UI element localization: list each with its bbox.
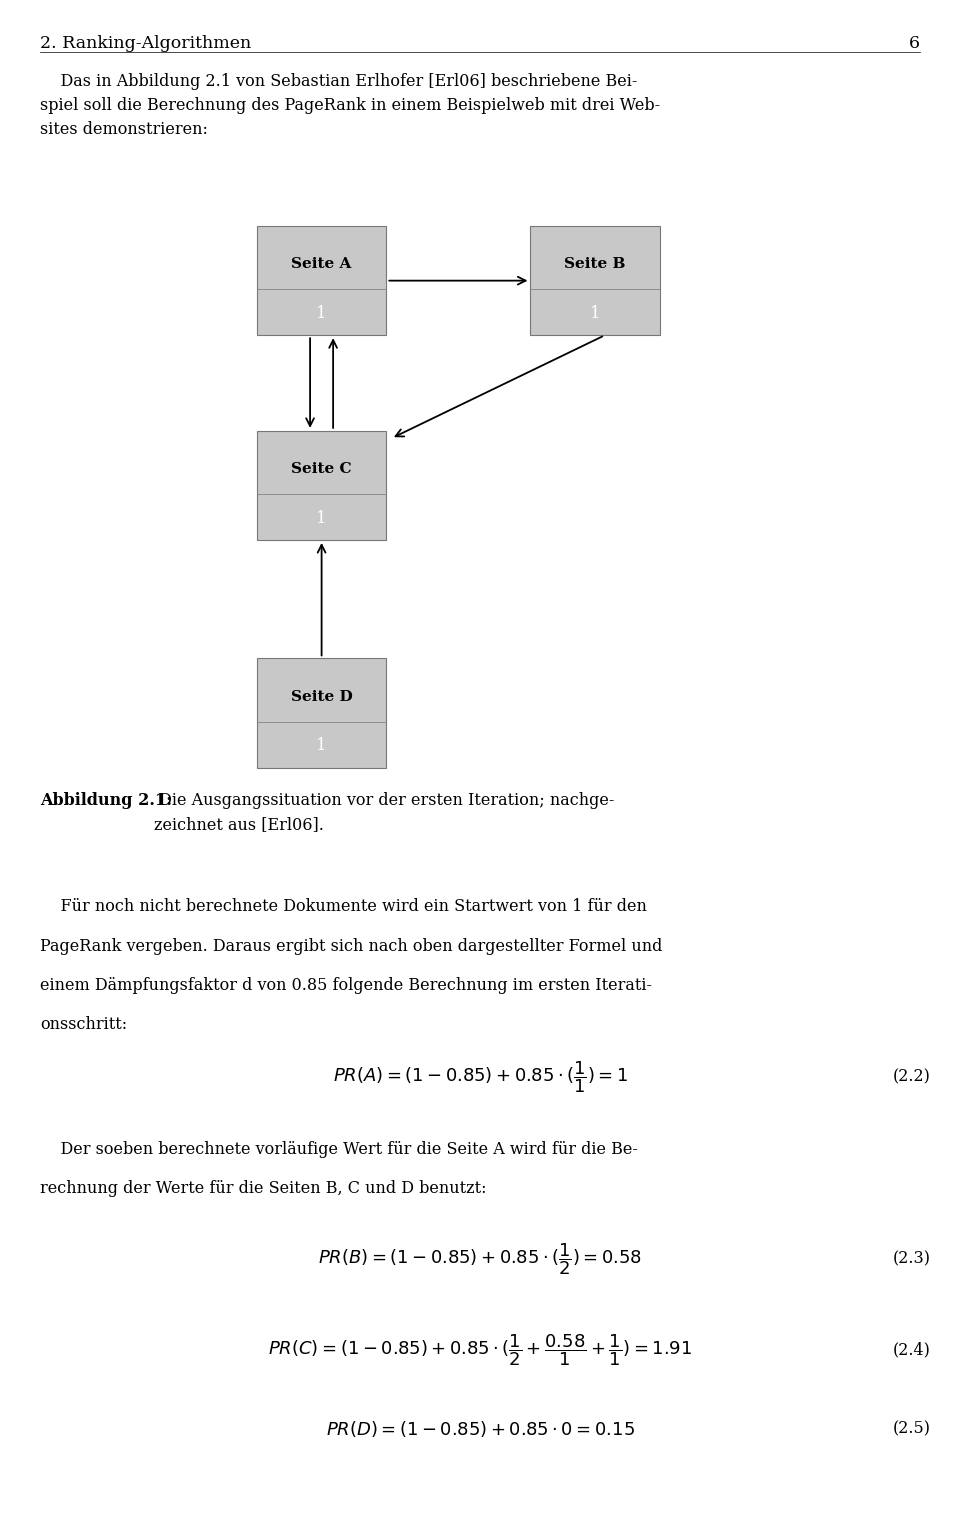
Text: Seite D: Seite D [291,690,352,704]
Text: (2.2): (2.2) [893,1068,930,1086]
Text: onsschritt:: onsschritt: [40,1016,128,1033]
Text: einem Dämpfungsfaktor d von 0.85 folgende Berechnung im ersten Iterati-: einem Dämpfungsfaktor d von 0.85 folgend… [40,977,653,994]
Text: PageRank vergeben. Daraus ergibt sich nach oben dargestellter Formel und: PageRank vergeben. Daraus ergibt sich na… [40,938,662,954]
Text: $PR(D) = (1 - 0.85) + 0.85 \cdot 0 = 0.15$: $PR(D) = (1 - 0.85) + 0.85 \cdot 0 = 0.1… [325,1418,635,1440]
Text: Seite A: Seite A [292,258,351,272]
Text: 1: 1 [316,305,327,322]
Text: (2.4): (2.4) [893,1341,930,1359]
Text: Der soeben berechnete vorläufige Wert für die Seite A wird für die Be-: Der soeben berechnete vorläufige Wert fü… [40,1141,638,1157]
FancyBboxPatch shape [257,226,386,335]
Text: 2. Ranking-Algorithmen: 2. Ranking-Algorithmen [40,35,252,52]
Text: $PR(A) = (1 - 0.85) + 0.85 \cdot (\dfrac{1}{1}) = 1$: $PR(A) = (1 - 0.85) + 0.85 \cdot (\dfrac… [332,1059,628,1095]
FancyBboxPatch shape [530,226,660,335]
Text: Das in Abbildung 2.1 von Sebastian Erlhofer [Erl06] beschriebene Bei-
spiel soll: Das in Abbildung 2.1 von Sebastian Erlho… [40,73,660,138]
FancyBboxPatch shape [257,658,386,768]
Text: Seite B: Seite B [564,258,626,272]
Text: Die Ausgangssituation vor der ersten Iteration; nachge-
zeichnet aus [Erl06].: Die Ausgangssituation vor der ersten Ite… [154,792,614,833]
Text: (2.5): (2.5) [893,1420,931,1438]
Text: Für noch nicht berechnete Dokumente wird ein Startwert von 1 für den: Für noch nicht berechnete Dokumente wird… [40,898,647,915]
Text: $PR(C) = (1 - 0.85) + 0.85 \cdot (\dfrac{1}{2} + \dfrac{0.58}{1} + \dfrac{1}{1}): $PR(C) = (1 - 0.85) + 0.85 \cdot (\dfrac… [268,1332,692,1368]
Text: Abbildung 2.1:: Abbildung 2.1: [40,792,173,809]
Text: 1: 1 [316,510,327,526]
Text: $PR(B) = (1 - 0.85) + 0.85 \cdot (\dfrac{1}{2}) = 0.58$: $PR(B) = (1 - 0.85) + 0.85 \cdot (\dfrac… [318,1241,642,1277]
Text: 6: 6 [909,35,920,52]
Text: 1: 1 [589,305,601,322]
Text: rechnung der Werte für die Seiten B, C und D benutzt:: rechnung der Werte für die Seiten B, C u… [40,1180,487,1197]
Text: Seite C: Seite C [291,463,352,476]
Text: (2.3): (2.3) [893,1250,931,1268]
FancyBboxPatch shape [257,431,386,540]
Text: 1: 1 [316,737,327,754]
